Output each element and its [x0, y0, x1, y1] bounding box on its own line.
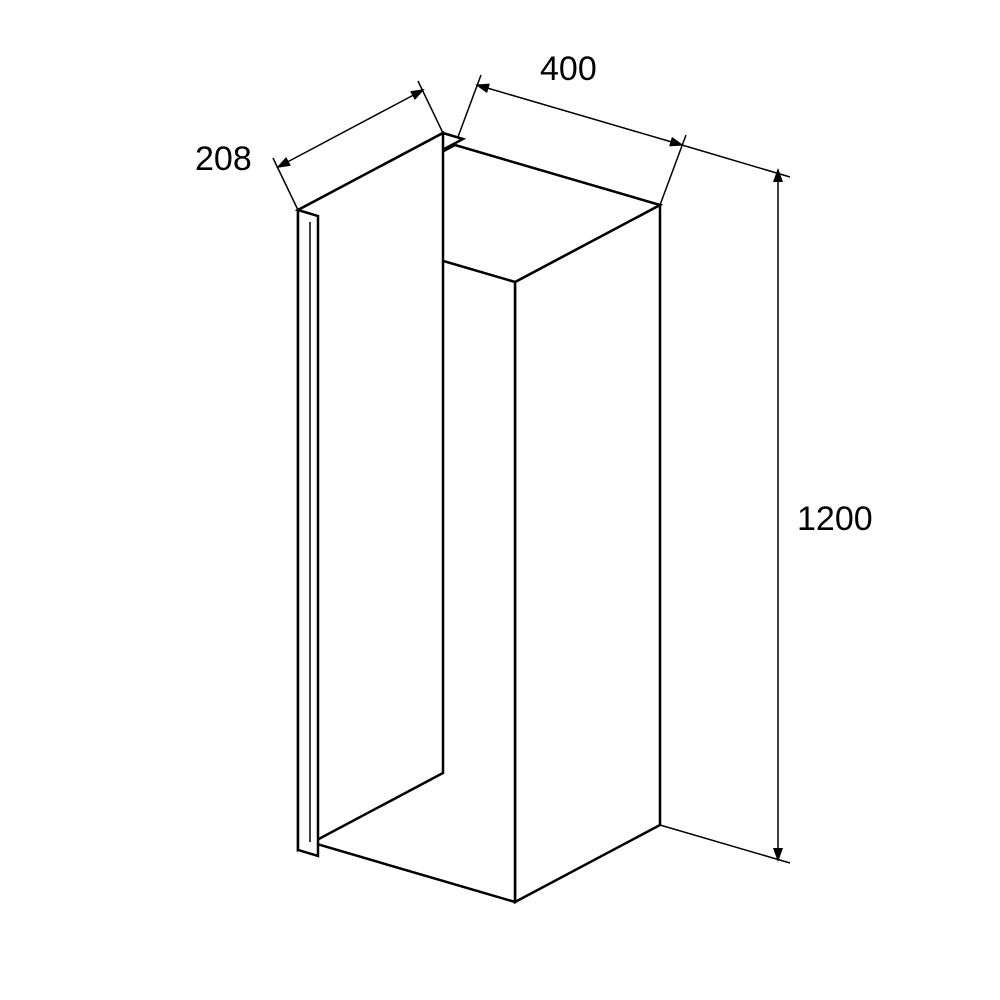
technical-drawing: 400 208 1200	[0, 0, 1000, 1000]
dim-label-width: 400	[540, 50, 597, 88]
door-front-edge	[298, 210, 318, 856]
dim-line-width	[477, 85, 682, 145]
dim-label-depth: 208	[195, 140, 252, 178]
cabinet-right-face	[515, 205, 660, 902]
dim-label-height: 1200	[797, 500, 873, 538]
door-left-face	[298, 133, 443, 850]
